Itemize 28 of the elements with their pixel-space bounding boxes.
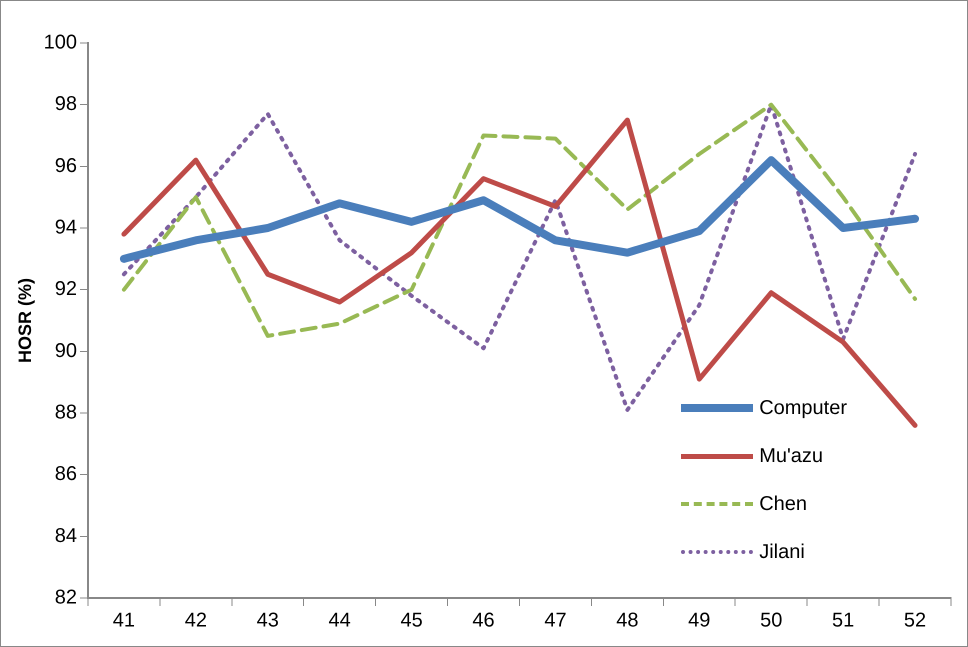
x-tick-label: 42 bbox=[184, 610, 207, 632]
y-tick-label: 96 bbox=[54, 154, 77, 177]
x-tick-label: 47 bbox=[544, 610, 567, 632]
y-tick-label: 82 bbox=[54, 586, 77, 609]
legend-label: Computer bbox=[759, 396, 847, 420]
y-axis-title: HOSR (%) bbox=[14, 278, 35, 363]
x-tick-label: 50 bbox=[760, 610, 782, 632]
y-tick-label: 90 bbox=[54, 340, 77, 362]
line-series bbox=[122, 102, 918, 338]
x-tick-label: 49 bbox=[688, 610, 710, 632]
legend-label: Chen bbox=[759, 492, 807, 516]
y-tick-label: 84 bbox=[54, 524, 77, 547]
x-tick-label: 52 bbox=[904, 610, 926, 632]
x-tick-label: 43 bbox=[256, 610, 279, 632]
x-tick-label: 48 bbox=[616, 610, 638, 632]
y-tick-label: 88 bbox=[54, 402, 77, 424]
y-tick-label: 86 bbox=[54, 463, 77, 486]
y-tick-label: 92 bbox=[54, 278, 77, 300]
x-tick-label: 45 bbox=[400, 610, 423, 632]
legend-label: Mu'azu bbox=[759, 444, 824, 468]
legend-label: Jilani bbox=[759, 540, 805, 564]
x-tick-label: 51 bbox=[832, 610, 854, 632]
y-tick-label: 100 bbox=[44, 32, 77, 54]
x-tick-label: 41 bbox=[112, 610, 136, 632]
x-tick-label: 44 bbox=[328, 610, 351, 632]
x-tick-label: 46 bbox=[472, 610, 495, 632]
y-tick-label: 94 bbox=[54, 216, 77, 239]
y-tick-label: 98 bbox=[54, 93, 77, 116]
